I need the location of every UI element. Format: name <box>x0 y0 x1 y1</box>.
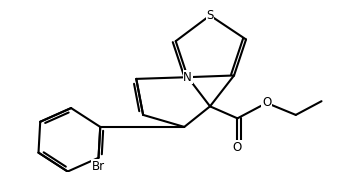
Text: S: S <box>206 9 214 22</box>
Text: Br: Br <box>92 160 105 173</box>
Text: N: N <box>183 71 192 84</box>
Text: O: O <box>233 141 242 154</box>
Text: O: O <box>262 96 271 109</box>
